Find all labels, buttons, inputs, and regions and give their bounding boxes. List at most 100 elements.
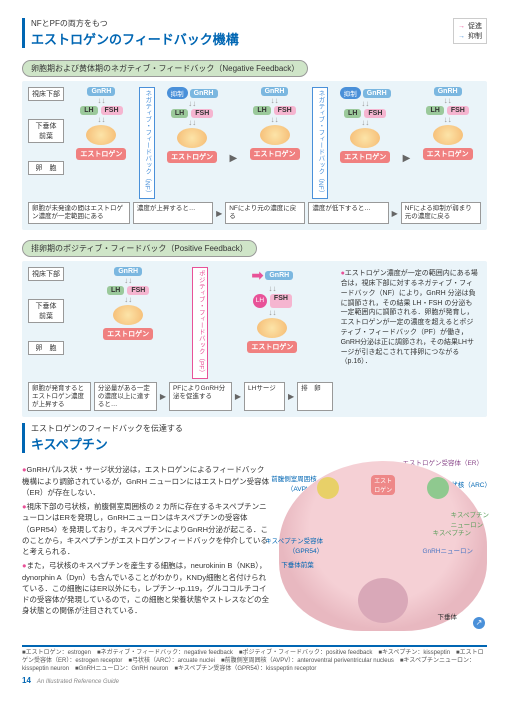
caption: NFにより元の濃度に戻る [225, 202, 305, 224]
follicle-icon [257, 318, 287, 338]
label-kiss-neuron: キスペプチン ニューロン [451, 509, 489, 529]
para-1: GnRHパルス状・サージ状分泌は，エストロゲンによるフィードバック機構により調節… [22, 465, 269, 497]
legend-box: →促進 →抑制 [453, 18, 487, 44]
row-labels: 視床下部 下垂体 前葉 卵 胞 [28, 87, 64, 175]
estrogen-node: エストロゲン [76, 148, 126, 160]
estrogen-node: エストロゲン [340, 151, 390, 163]
legend-suppress: →抑制 [458, 31, 482, 41]
legend-promote: →促進 [458, 21, 482, 31]
page: →促進 →抑制 NFとPFの両方をもつ エストロゲンのフィードバック機構 卵胞期… [0, 0, 509, 693]
caption: 濃度が低下すると… [308, 202, 388, 224]
arrow-icon: ▶ [216, 209, 222, 218]
page-footer-text: An Illustrated Reference Guide [37, 679, 119, 685]
follicle-icon [113, 305, 143, 325]
section-kisspeptin: エストロゲンのフィードバックを伝達する キスペプチン [22, 423, 487, 453]
page-ref: （p.16） [341, 358, 365, 365]
estrogen-node: エストロゲン [247, 341, 297, 353]
follicle-icon [433, 125, 463, 145]
fsh-node: FSH [191, 109, 213, 118]
kisspeptin-diagram: エストロゲン受容体（ER） 前腹側室周囲核 （AVPV） 弓状核（ARC） エス… [279, 461, 487, 641]
nf-vlabel-2: ネガティブ・フィードバック（NF） [312, 87, 328, 199]
suppress-badge: 抑制 [167, 87, 188, 99]
estrogen-node: エストロゲン [103, 328, 153, 340]
fsh-node: FSH [447, 106, 469, 115]
sup-title-2: エストロゲンのフィードバックを伝達する [31, 423, 487, 434]
caption: NFによる抑制が弱まり元の濃度に戻る [401, 202, 481, 224]
pf-explanation: ●エストロゲン濃度が一定の範囲内にある場合は，視床下部に対するネガティブ・フィー… [339, 267, 481, 411]
para-3: また，弓状核のキスペプチンを産生する細胞は，neurokinin B（NKB），… [22, 561, 269, 615]
label-estrogen: エスト ロゲン [371, 475, 395, 495]
fsh-node: FSH [364, 109, 386, 118]
caption: 卵胞が未発達の間はエストロゲン濃度が一定範囲にある [28, 202, 130, 224]
para-2: 視床下部の弓状核，前腹側室周囲核の 2 カ所に存在するキスペプチンニューロンはE… [22, 502, 268, 556]
row-hypothalamus: 視床下部 [28, 87, 64, 101]
nf-panel: 視床下部 下垂体 前葉 卵 胞 GnRH ↓↓ LHFSH ↓↓ エストロゲン … [22, 81, 487, 230]
gnrh-node: GnRH [265, 271, 293, 280]
arrow-icon: ↓↓ [124, 297, 132, 303]
label-kisspeptin: キスペプチン [433, 527, 471, 537]
arc-nucleus-icon [427, 477, 449, 499]
ref-mark-icon: ↗ [473, 617, 485, 629]
arrow-icon: ↓↓ [271, 98, 279, 104]
arrow-icon: ↓↓ [97, 117, 105, 123]
lh-node: LH [426, 106, 443, 115]
pf-captions: 卵胞が発育するとエストロゲン濃度が上昇する 分泌量がある一定の濃度以上に達すると… [28, 382, 333, 411]
arrow-icon: ↓↓ [444, 117, 452, 123]
gnrh-node: GnRH [114, 267, 142, 276]
arrow-icon: ↓↓ [361, 101, 369, 107]
nf-col-4: 抑制GnRH ↓↓ LHFSH ↓↓ エストロゲン [332, 87, 399, 163]
fsh-node: FSH [127, 286, 149, 295]
caption: 卵胞が発育するとエストロゲン濃度が上昇する [28, 382, 91, 411]
pf-panel: 視床下部 下垂体 前葉 卵 胞 GnRH ↓↓ LHFSH ↓↓ エストロゲン … [22, 261, 487, 417]
sup-title-1: NFとPFの両方をもつ [31, 18, 487, 29]
row-labels: 視床下部 下垂体 前葉 卵 胞 [28, 267, 64, 355]
suppress-badge: 抑制 [340, 87, 361, 99]
arrow-icon: ↓↓ [361, 120, 369, 126]
pf-header: 排卵期のポジティブ・フィードバック（Positive Feedback） [22, 240, 257, 257]
nf-col-3: GnRH ↓↓ LH FSH ↓↓ エストロゲン [241, 87, 308, 160]
gnrh-node: GnRH [363, 89, 391, 98]
nf-col-1: GnRH ↓↓ LH FSH ↓↓ エストロゲン [68, 87, 135, 160]
arrow-icon: ▶ [288, 392, 294, 401]
lh-node: LH [80, 106, 97, 115]
caption: PFによりGnRH分泌を促進する [169, 382, 232, 411]
arrow-icon: ↓↓ [271, 117, 279, 123]
caption: 濃度が上昇すると… [133, 202, 213, 224]
nf-vlabel: ネガティブ・フィードバック（NF） [139, 87, 155, 199]
arrow-icon: ▶ [403, 153, 411, 164]
row-pituitary: 下垂体 前葉 [28, 299, 64, 323]
pituitary-icon [358, 578, 408, 623]
fsh-node: FSH [274, 106, 296, 115]
arrow-icon: ↓↓ [124, 278, 132, 284]
title-1: エストロゲンのフィードバック機構 [31, 29, 487, 48]
pf-vlabel: ポジティブ・フィードバック（PF） [192, 267, 208, 379]
nf-captions: 卵胞が未発達の間はエストロゲン濃度が一定範囲にある 濃度が上昇すると… ▶ NF… [28, 202, 481, 224]
lh-surge-badge: LH [253, 294, 267, 308]
promote-arrow-icon: ➡ [252, 267, 264, 284]
row-pituitary: 下垂体 前葉 [28, 119, 64, 143]
arrow-icon: ▶ [160, 392, 166, 401]
label-gpr54: キスペプチン受容体 （GPR54） [265, 535, 323, 555]
follicle-icon [177, 128, 207, 148]
arrow-icon: ↓↓ [268, 310, 276, 316]
gnrh-node: GnRH [190, 89, 218, 98]
caption: 分泌量がある一定の濃度以上に達すると… [94, 382, 157, 411]
label-pituitary: 下垂体 [438, 611, 458, 621]
arrow-icon: ↓↓ [444, 98, 452, 104]
estrogen-node: エストロゲン [423, 148, 473, 160]
footer-glossary: ■エストロゲン：estrogen ■ネガティブ・フィードバック：negative… [22, 645, 487, 673]
gnrh-node: GnRH [261, 87, 289, 96]
estrogen-node: エストロゲン [250, 148, 300, 160]
row-follicle: 卵 胞 [28, 161, 64, 175]
estrogen-node: エストロゲン [167, 151, 217, 163]
follicle-icon [260, 125, 290, 145]
title-2: キスペプチン [31, 434, 487, 453]
gnrh-node: GnRH [87, 87, 115, 96]
lh-node: LH [253, 106, 270, 115]
section-feedback: NFとPFの両方をもつ エストロゲンのフィードバック機構 [22, 18, 487, 48]
caption: LHサージ [244, 382, 285, 411]
arrow-icon: ↓↓ [97, 98, 105, 104]
caption: 排 卵 [297, 382, 332, 411]
lh-node: LH [344, 109, 361, 118]
fsh-node: FSH [101, 106, 123, 115]
